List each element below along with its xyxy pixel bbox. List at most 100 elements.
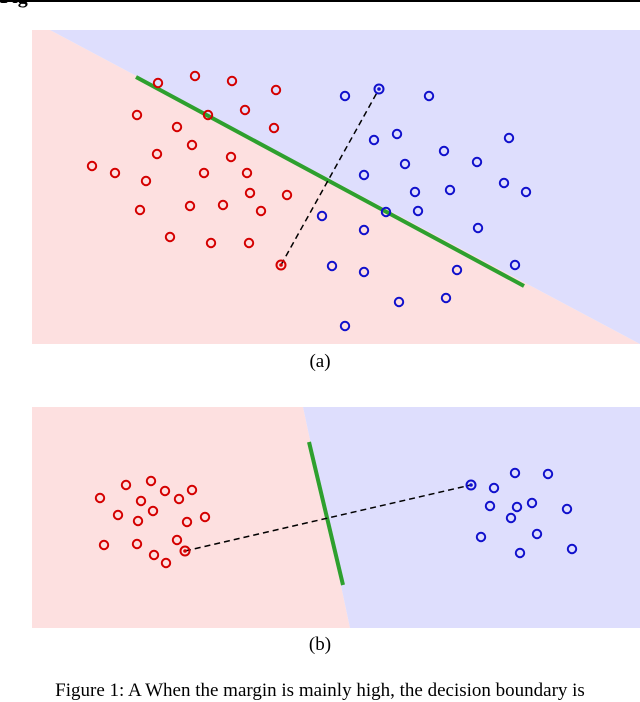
data-point xyxy=(112,509,124,521)
prototype-center xyxy=(279,263,283,267)
prototype-link xyxy=(280,88,380,266)
data-point xyxy=(186,139,198,151)
data-point xyxy=(423,90,435,102)
data-point xyxy=(189,70,201,82)
data-point xyxy=(145,475,157,487)
data-point xyxy=(243,237,255,249)
data-point xyxy=(173,493,185,505)
data-point xyxy=(186,484,198,496)
data-point xyxy=(152,77,164,89)
data-point xyxy=(239,104,251,116)
caption-a: (a) xyxy=(309,351,331,372)
data-point xyxy=(147,505,159,517)
data-point xyxy=(199,511,211,523)
data-point xyxy=(391,128,403,140)
data-point xyxy=(255,205,267,217)
data-point xyxy=(181,516,193,528)
data-point xyxy=(217,199,229,211)
blue-region xyxy=(303,407,640,628)
data-point xyxy=(226,75,238,87)
diagram-panel-a xyxy=(32,30,640,344)
diagram-panel-b xyxy=(32,407,640,628)
data-point xyxy=(412,205,424,217)
data-point xyxy=(542,468,554,480)
data-point xyxy=(561,503,573,515)
prototype-point xyxy=(373,83,385,95)
blue-points-b xyxy=(465,467,578,559)
prototype-center xyxy=(469,483,473,487)
data-point xyxy=(444,184,456,196)
data-point xyxy=(109,167,121,179)
red-region xyxy=(32,407,350,628)
data-point xyxy=(225,151,237,163)
data-point xyxy=(132,515,144,527)
data-point xyxy=(171,121,183,133)
data-point xyxy=(339,320,351,332)
data-point xyxy=(316,210,328,222)
data-point xyxy=(438,145,450,157)
data-point xyxy=(184,200,196,212)
prototype-point xyxy=(275,259,287,271)
data-point xyxy=(393,296,405,308)
prototype-point xyxy=(465,479,477,491)
red-points-b xyxy=(94,475,211,569)
data-point xyxy=(270,84,282,96)
figure-caption-text: Figure 1: A When the margin is mainly hi… xyxy=(55,680,585,701)
data-point xyxy=(98,539,110,551)
data-point xyxy=(368,134,380,146)
data-point xyxy=(503,132,515,144)
data-point xyxy=(514,547,526,559)
data-point xyxy=(159,485,171,497)
data-point xyxy=(131,109,143,121)
data-point xyxy=(171,534,183,546)
data-point xyxy=(94,492,106,504)
data-point xyxy=(484,500,496,512)
data-point xyxy=(505,512,517,524)
prototype-link xyxy=(184,484,472,552)
prototype-point xyxy=(179,545,191,557)
prototype-center xyxy=(183,549,187,553)
data-point xyxy=(498,177,510,189)
data-point xyxy=(205,237,217,249)
data-point xyxy=(86,160,98,172)
data-point xyxy=(451,264,463,276)
data-point xyxy=(135,495,147,507)
header-text: Fig xyxy=(0,0,28,9)
data-point xyxy=(358,266,370,278)
red-points-a xyxy=(86,70,293,271)
caption-b: (b) xyxy=(308,634,332,655)
data-point xyxy=(488,482,500,494)
data-point xyxy=(472,222,484,234)
data-point xyxy=(526,497,538,509)
data-point xyxy=(511,501,523,513)
data-point xyxy=(202,109,214,121)
blue-points-a xyxy=(316,83,532,332)
data-point xyxy=(520,186,532,198)
data-point xyxy=(268,122,280,134)
data-point xyxy=(358,224,370,236)
data-point xyxy=(198,167,210,179)
prototype-center xyxy=(377,87,381,91)
data-point xyxy=(160,557,172,569)
data-point xyxy=(566,543,578,555)
data-point xyxy=(120,479,132,491)
data-point xyxy=(471,156,483,168)
top-rule xyxy=(0,0,640,2)
data-point xyxy=(134,204,146,216)
decision-boundary xyxy=(307,441,345,586)
data-point xyxy=(148,549,160,561)
data-point xyxy=(140,175,152,187)
data-point xyxy=(509,259,521,271)
data-point xyxy=(358,169,370,181)
data-point xyxy=(440,292,452,304)
data-point xyxy=(241,167,253,179)
data-point xyxy=(326,260,338,272)
data-point xyxy=(399,158,411,170)
data-point xyxy=(380,206,392,218)
data-point xyxy=(339,90,351,102)
data-point xyxy=(531,528,543,540)
data-point xyxy=(151,148,163,160)
data-point xyxy=(475,531,487,543)
data-point xyxy=(409,186,421,198)
data-point xyxy=(131,538,143,550)
